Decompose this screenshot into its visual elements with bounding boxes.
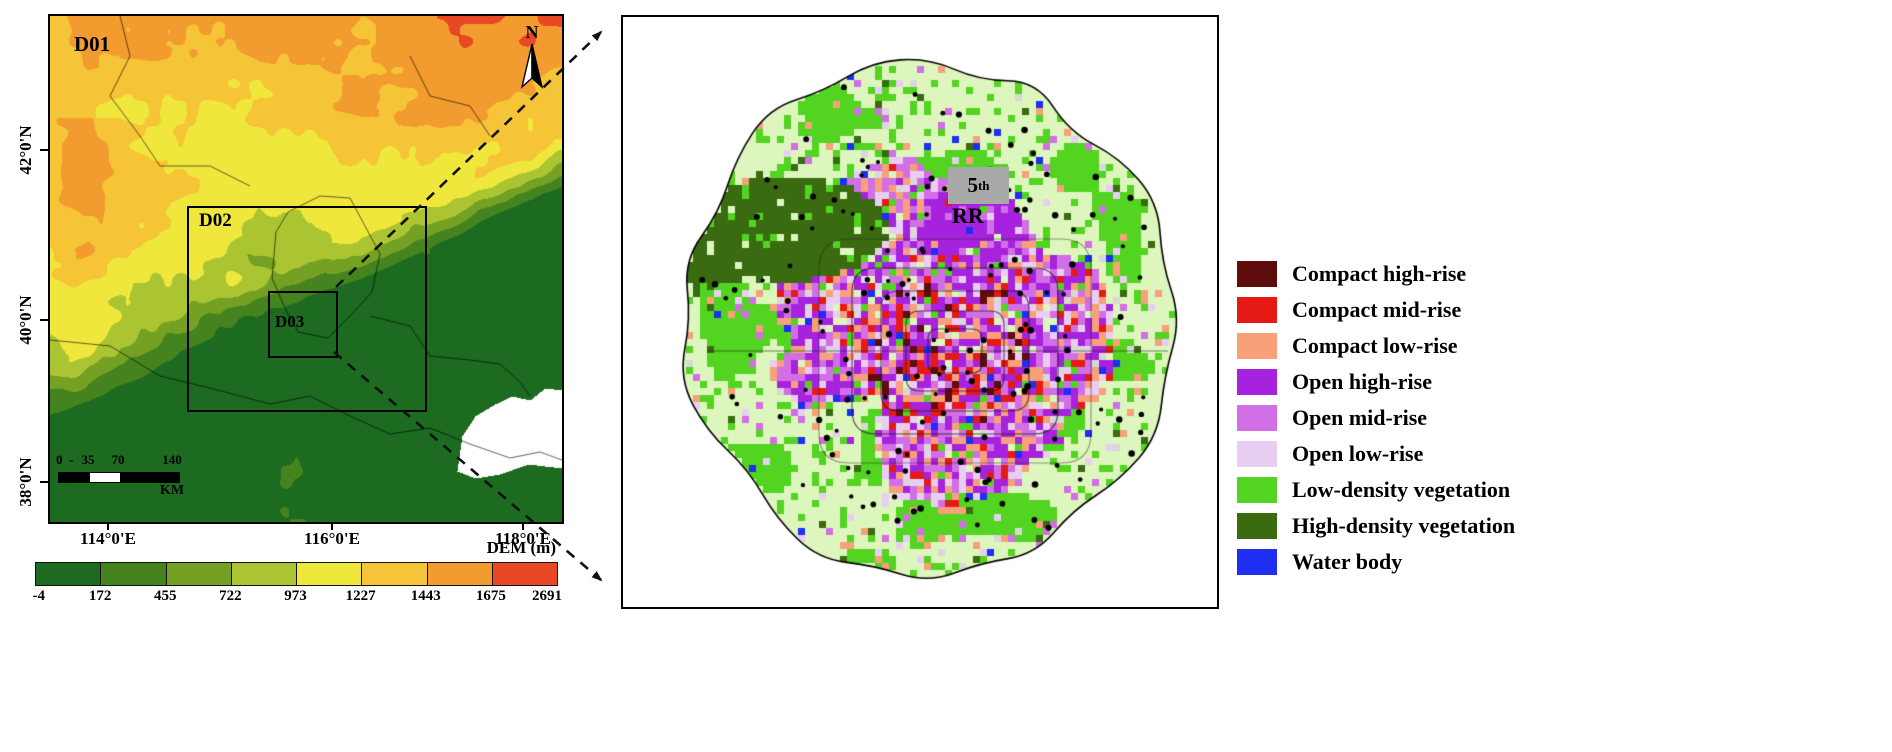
colorbar-tick-label: 1227	[345, 588, 376, 604]
legend-label: Open high-rise	[1292, 369, 1432, 394]
legend-swatch	[1237, 369, 1277, 395]
axis-tickmark	[107, 522, 109, 530]
colorbar-tick-label: 722	[219, 588, 242, 604]
legend-swatch	[1237, 549, 1277, 575]
colorbar-segment	[101, 563, 167, 585]
legend-item: Compact high-rise	[1237, 261, 1515, 287]
domain-label-d01: D01	[74, 32, 111, 56]
colorbar-segment	[492, 563, 557, 585]
colorbar-title: DEM (m)	[486, 538, 556, 557]
colorbar-tick-label: 973	[284, 588, 307, 604]
scale-tick: 140	[162, 452, 182, 467]
legend-label: Compact high-rise	[1292, 261, 1467, 286]
colorbar-segment	[362, 563, 428, 585]
legend-swatch	[1237, 513, 1277, 539]
lcz-map-canvas	[623, 17, 1217, 607]
legend-item: Low-density vegetation	[1237, 477, 1515, 503]
scale-bar-graphic	[58, 472, 180, 483]
axis-tickmark	[40, 149, 48, 151]
colorbar-tick-label: 1675	[475, 588, 506, 604]
x-axis-tick-114E: 114°0'E	[80, 529, 136, 548]
ring-number: 5	[967, 173, 978, 197]
colorbar-tick-label: -4	[32, 588, 46, 604]
north-arrow-icon	[520, 43, 544, 90]
legend-label: Compact low-rise	[1292, 333, 1458, 358]
colorbar-segment	[427, 563, 493, 585]
legend-item: Compact mid-rise	[1237, 297, 1515, 323]
colorbar-tick-label: 2691	[532, 588, 562, 604]
legend-label: Compact mid-rise	[1292, 297, 1462, 322]
dem-colorbar	[35, 562, 558, 586]
colorbar-segment	[297, 563, 363, 585]
legend-item: Compact low-rise	[1237, 333, 1515, 359]
domain-box-d02: D02	[187, 206, 427, 412]
legend-label: Low-density vegetation	[1292, 477, 1511, 502]
legend-swatch	[1237, 297, 1277, 323]
scale-tick: 70	[111, 452, 125, 467]
x-axis-tick-116E: 116°0'E	[304, 529, 360, 548]
y-axis-tick-40N: 40°0'N	[16, 295, 35, 345]
colorbar-tick-label: 172	[88, 588, 112, 604]
colorbar-tick-label: 455	[154, 588, 177, 604]
legend-swatch	[1237, 441, 1277, 467]
domain-label-d03: D03	[275, 312, 305, 331]
domain-label-d02: D02	[199, 210, 232, 231]
axis-tickmark	[40, 481, 48, 483]
legend-item: Open high-rise	[1237, 369, 1515, 395]
domain-box-d03: D03	[268, 291, 338, 358]
legend-label: High-density vegetation	[1292, 513, 1516, 538]
scale-dash: -	[69, 452, 74, 467]
legend-item: High-density vegetation	[1237, 513, 1515, 539]
colorbar-tick-label: 1443	[410, 588, 441, 604]
legend-item: Water body	[1237, 549, 1515, 575]
legend-swatch	[1237, 405, 1277, 431]
scale-tick: 0	[56, 452, 63, 467]
legend-swatch	[1237, 261, 1277, 287]
legend-swatch	[1237, 333, 1277, 359]
legend-label: Water body	[1292, 549, 1403, 574]
scale-unit: KM	[160, 483, 185, 498]
ring-ordinal-suffix: th	[977, 177, 990, 193]
axis-tickmark	[40, 319, 48, 321]
colorbar-segment	[166, 563, 232, 585]
y-axis-tick-42N: 42°0'N	[16, 125, 35, 175]
colorbar-segment	[231, 563, 297, 585]
scale-tick: 35	[81, 452, 95, 467]
y-axis-tick-38N: 38°0'N	[16, 457, 35, 507]
legend-label: Open low-rise	[1292, 441, 1424, 466]
north-label: N	[525, 22, 539, 42]
lcz-legend: Compact high-rise Compact mid-rise Compact…	[1237, 261, 1515, 585]
dem-colorbar-labels: -4 172 455 722 973 1227 1443 1675 2691	[32, 588, 563, 606]
legend-swatch	[1237, 477, 1277, 503]
colorbar-segment	[36, 563, 102, 585]
legend-item: Open low-rise	[1237, 441, 1515, 467]
legend-item: Open mid-rise	[1237, 405, 1515, 431]
dem-map-panel: D01 D02 D03 N 0 - 35 70 140 KM	[48, 14, 564, 524]
axis-tickmark	[331, 522, 333, 530]
scale-bar: 0 - 35 70 140 KM	[56, 452, 228, 504]
legend-label: Open mid-rise	[1292, 405, 1428, 430]
north-arrow: N	[512, 22, 552, 96]
axis-tickmark	[522, 522, 524, 530]
ring-road-label: RR	[952, 203, 984, 228]
